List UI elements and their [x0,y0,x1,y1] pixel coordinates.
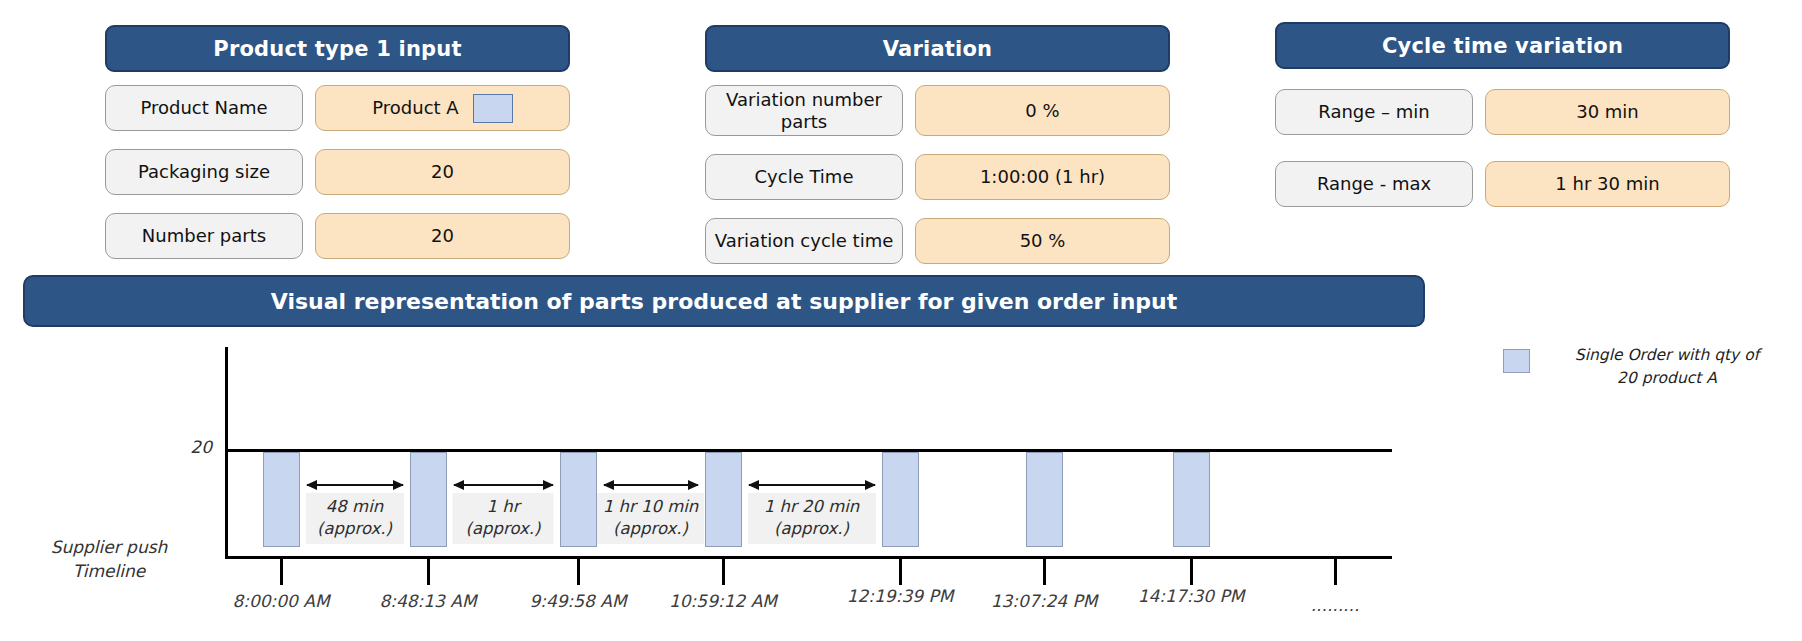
duration-arrow [749,484,875,486]
duration-label-approx: (approx.) [466,518,541,540]
duration-arrow [604,484,698,486]
order-bar [263,452,300,547]
x-axis-tick [722,556,725,585]
x-axis-label: 10:59:12 AM [628,591,818,611]
x-axis-tick [427,556,430,585]
order-bar [882,452,919,547]
duration-label-value: 1 hr [487,496,520,518]
duration-label-approx: (approx.) [613,518,688,540]
duration-label-value: 1 hr 20 min [764,496,860,518]
order-bar [560,452,597,547]
duration-label: 48 min(approx.) [306,493,404,544]
order-bar [1173,452,1210,547]
duration-arrow [454,484,553,486]
y-axis-value-label: 20 [150,437,212,457]
supplier-push-timeline-chart: 20 Supplier push Timeline 8:00:00 AM8:48… [0,0,1802,641]
order-bar [705,452,742,547]
x-axis-label: ......... [1240,595,1430,615]
order-bar [1026,452,1063,547]
quantity-20-reference-line [225,449,1392,452]
x-axis-tick [899,556,902,585]
duration-label-value: 48 min [326,496,383,518]
y-axis-line [225,347,228,559]
duration-label-approx: (approx.) [317,518,392,540]
order-bar [410,452,447,547]
y-axis-title: Supplier push Timeline [25,536,193,584]
y-axis-title-line1: Supplier push [25,536,193,560]
y-axis-title-line2: Timeline [25,560,193,584]
x-axis-line [225,556,1392,559]
x-axis-tick [280,556,283,585]
x-axis-tick [1190,556,1193,585]
duration-label: 1 hr 20 min(approx.) [748,493,876,544]
x-axis-tick [1043,556,1046,585]
duration-label: 1 hr 10 min(approx.) [597,493,705,544]
duration-label: 1 hr(approx.) [453,493,554,544]
x-axis-tick [1334,556,1337,585]
duration-label-value: 1 hr 10 min [603,496,699,518]
x-axis-tick [577,556,580,585]
duration-arrow [307,484,403,486]
duration-label-approx: (approx.) [774,518,849,540]
